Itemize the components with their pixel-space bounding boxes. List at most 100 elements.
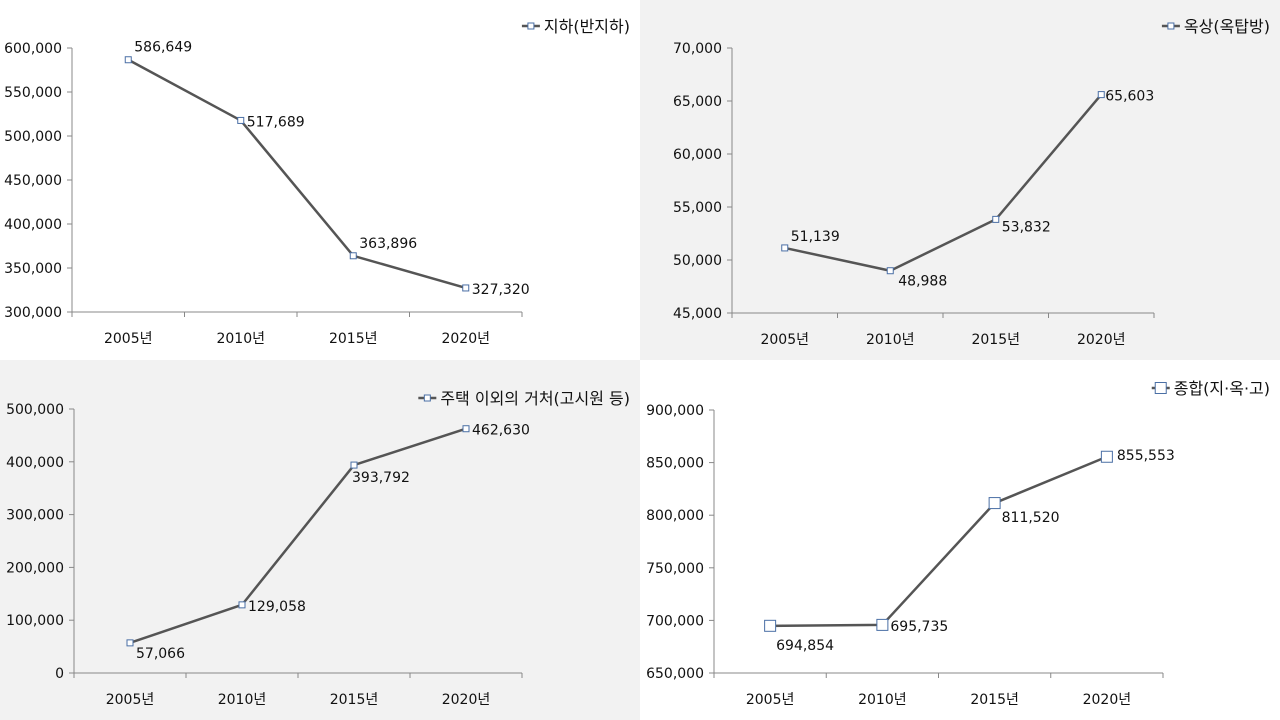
data-point — [1097, 91, 1105, 99]
x-tick-label: 2005년 — [106, 692, 155, 708]
data-point — [349, 252, 357, 260]
x-tick-label: 2005년 — [746, 692, 795, 708]
legend-marker — [1167, 22, 1175, 30]
legend-marker — [1154, 382, 1167, 394]
chart-svg-total: 650,000 700,000 750,000 800,000 850,000 900,0… — [640, 360, 1280, 720]
data-point — [238, 601, 246, 609]
series-line — [770, 455, 1108, 628]
x-tick-label: 2005년 — [104, 331, 153, 347]
data-label: 327,320 — [472, 282, 530, 298]
y-tick-label: 55,000 — [673, 200, 722, 216]
chart-panel-underground: 300,000 350,000 400,000 450,000 500,000 550,0… — [0, 0, 640, 360]
y-tick-label: 200,000 — [6, 560, 64, 576]
y-tick-label: 800,000 — [646, 508, 704, 524]
y-tick-label: 100,000 — [6, 613, 64, 629]
x-tick-label: 2015년 — [329, 331, 378, 347]
data-label: 129,058 — [248, 599, 306, 615]
y-tick-label: 750,000 — [646, 561, 704, 577]
x-tick-label: 2010년 — [866, 332, 915, 348]
y-tick-label: 60,000 — [673, 147, 722, 163]
x-tick-label: 2020년 — [442, 692, 491, 708]
y-tick-label: 65,000 — [673, 94, 722, 110]
y-tick-label: 650,000 — [646, 666, 704, 682]
data-point — [764, 619, 777, 632]
chart-svg-underground: 300,000 350,000 400,000 450,000 500,000 550,0… — [0, 0, 640, 360]
data-label: 811,520 — [1002, 510, 1060, 526]
y-tick-label: 300,000 — [4, 305, 62, 321]
data-label: 694,854 — [776, 638, 834, 654]
data-label: 65,603 — [1105, 89, 1154, 105]
y-tick-label: 600,000 — [4, 41, 62, 57]
y-tick-label: 500,000 — [6, 402, 64, 418]
legend: 옥상(옥탑방) — [1161, 17, 1270, 36]
y-tick-label: 400,000 — [6, 455, 64, 471]
legend: 종합(지·옥·고) — [1151, 379, 1270, 398]
data-label: 57,066 — [136, 646, 185, 662]
legend-marker — [423, 394, 431, 402]
series-line — [129, 427, 467, 645]
data-point — [988, 497, 1001, 510]
legend-marker — [527, 22, 535, 30]
legend: 주택 이외의 거처(고시원 등) — [418, 389, 630, 408]
chart-background — [640, 0, 1280, 360]
x-tick-label: 2020년 — [441, 331, 490, 347]
y-tick-label: 70,000 — [673, 41, 722, 57]
chart-svg-rooftop: 45,000 50,000 55,000 60,000 65,000 70,000 2005… — [640, 0, 1280, 360]
chart-svg-non-housing: 0 100,000 200,000 300,000 400,000 500,000 2005… — [0, 360, 640, 720]
x-tick-label: 2020년 — [1077, 332, 1126, 348]
data-point — [992, 215, 1000, 223]
data-label: 462,630 — [472, 423, 530, 439]
y-tick-label: 550,000 — [4, 85, 62, 101]
series-line — [127, 58, 467, 290]
data-point — [876, 618, 889, 631]
legend-label: 옥상(옥탑방) — [1184, 17, 1270, 36]
data-label: 855,553 — [1117, 448, 1175, 464]
chart-background — [0, 360, 640, 720]
x-tick-label: 2015년 — [330, 692, 379, 708]
x-tick-label: 2015년 — [970, 692, 1019, 708]
x-tick-label: 2010년 — [858, 692, 907, 708]
data-label: 393,792 — [352, 470, 410, 486]
data-label: 517,689 — [247, 114, 305, 130]
x-tick-label: 2005년 — [760, 332, 809, 348]
data-point — [126, 639, 134, 647]
data-point — [1100, 450, 1113, 463]
legend: 지하(반지하) — [521, 17, 630, 36]
data-point — [886, 267, 894, 275]
data-label: 363,896 — [359, 236, 417, 252]
data-point — [124, 56, 132, 64]
data-point — [462, 284, 470, 292]
data-point — [781, 244, 789, 252]
x-tick-label: 2015년 — [971, 332, 1020, 348]
y-tick-label: 500,000 — [4, 129, 62, 145]
y-tick-label: 900,000 — [646, 403, 704, 419]
y-tick-label: 400,000 — [4, 217, 62, 233]
chart-panel-non-housing: 0 100,000 200,000 300,000 400,000 500,000 2005… — [0, 360, 640, 720]
series-line — [784, 93, 1103, 272]
chart-background — [0, 0, 640, 360]
legend-label: 종합(지·옥·고) — [1174, 379, 1270, 398]
legend-label: 주택 이외의 거처(고시원 등) — [440, 389, 630, 408]
y-tick-label: 50,000 — [673, 253, 722, 269]
data-point — [350, 461, 358, 469]
data-label: 695,735 — [890, 619, 948, 635]
data-label: 51,139 — [791, 229, 840, 245]
y-tick-label: 700,000 — [646, 613, 704, 629]
y-tick-label: 350,000 — [4, 261, 62, 277]
data-label: 48,988 — [898, 274, 947, 290]
legend-label: 지하(반지하) — [544, 17, 630, 36]
chart-panel-rooftop: 45,000 50,000 55,000 60,000 65,000 70,000 2005… — [640, 0, 1280, 360]
y-tick-label: 450,000 — [4, 173, 62, 189]
data-point — [237, 116, 245, 124]
chart-panel-total: 650,000 700,000 750,000 800,000 850,000 900,0… — [640, 360, 1280, 720]
y-tick-label: 0 — [55, 666, 64, 682]
x-tick-label: 2010년 — [218, 692, 267, 708]
data-label: 53,832 — [1002, 219, 1051, 235]
y-tick-label: 300,000 — [6, 508, 64, 524]
data-label: 586,649 — [134, 40, 192, 56]
y-tick-label: 850,000 — [646, 456, 704, 472]
y-tick-label: 45,000 — [673, 306, 722, 322]
x-tick-label: 2020년 — [1083, 692, 1132, 708]
x-tick-label: 2010년 — [216, 331, 265, 347]
